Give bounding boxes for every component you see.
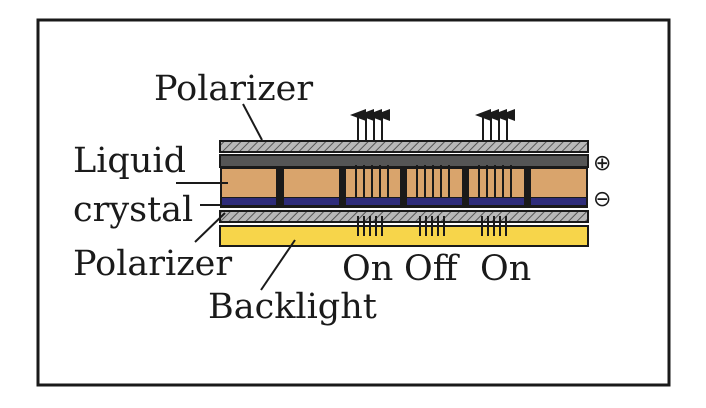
lc-cell: [284, 169, 339, 197]
lc-cell: [531, 169, 586, 197]
bottom-electrode: [222, 198, 276, 205]
negative-terminal-icon: ⊖: [593, 187, 611, 212]
top-polarizer-layer: [219, 140, 589, 153]
label-crystal: crystal: [73, 190, 193, 230]
label-liquid: Liquid: [73, 141, 186, 181]
label-on-left: On: [342, 249, 393, 289]
label-off: Off: [404, 249, 460, 289]
outgoing-light-arrows-left: [350, 109, 390, 140]
bottom-polarizer-layer: [219, 210, 589, 223]
lc-molecules-on-left: [355, 165, 389, 198]
top-electrode-layer: [219, 154, 589, 168]
bottom-electrode: [531, 198, 586, 205]
label-on-right: On: [480, 249, 531, 289]
bottom-electrode: [469, 198, 524, 205]
lc-cell: [407, 169, 462, 197]
lc-molecules-on-right: [478, 165, 512, 198]
leader-top-polarizer: [242, 103, 263, 141]
bottom-electrode: [407, 198, 462, 205]
leader-lines: [176, 103, 296, 291]
leader-backlight: [260, 239, 296, 291]
lc-molecules-off: [416, 165, 450, 198]
outgoing-light-arrows-right: [475, 109, 515, 140]
backlight-layer: [219, 225, 589, 247]
label-backlight: Backlight: [208, 287, 377, 327]
bottom-electrode: [346, 198, 400, 205]
positive-terminal-icon: ⊕: [593, 151, 611, 176]
diagram-frame: [36, 18, 671, 387]
leader-bottom-polarizer: [194, 212, 226, 243]
liquid-crystal-layer: [220, 165, 588, 198]
bottom-electrode-layer: [220, 197, 588, 208]
bottom-electrode: [284, 198, 339, 205]
label-bottom-polarizer: Polarizer: [73, 244, 232, 284]
incoming-light-rays: [355, 216, 509, 236]
lc-cell: [469, 169, 524, 197]
label-top-polarizer: Polarizer: [154, 69, 313, 109]
lc-cell: [222, 169, 276, 197]
